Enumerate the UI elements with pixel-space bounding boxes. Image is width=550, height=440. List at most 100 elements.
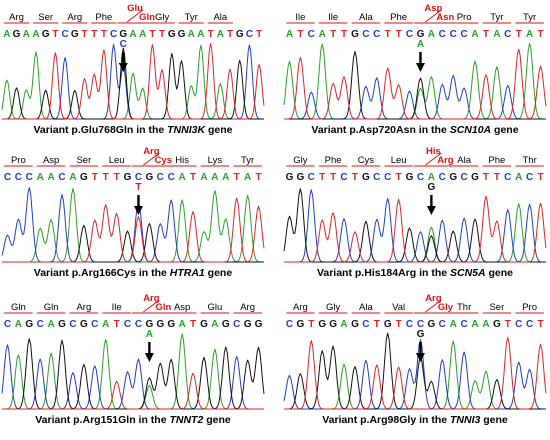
amino-acid-label: Leu — [109, 155, 125, 166]
base-call: G — [493, 319, 501, 330]
base-call: C — [526, 172, 533, 183]
base-call: A — [3, 29, 10, 40]
base-call: C — [504, 29, 511, 40]
base-call: A — [471, 319, 478, 330]
base-call: T — [297, 29, 303, 40]
base-call: T — [516, 29, 522, 40]
base-call: C — [450, 29, 457, 40]
gene-name: SCN10A — [450, 124, 491, 136]
base-call: C — [461, 29, 468, 40]
base-call: C — [4, 319, 11, 330]
base-call: G — [417, 29, 425, 40]
base-call: T — [190, 172, 196, 183]
alternate-amino-acid: Gln — [139, 12, 155, 23]
base-call: T — [159, 29, 165, 40]
amino-acid-label: Pro — [11, 155, 26, 166]
base-call: T — [374, 319, 380, 330]
panel-caption: Variant p.Arg98Gly in the TNNI3 gene — [322, 414, 508, 426]
base-call: T — [483, 172, 489, 183]
base-call: C — [110, 29, 117, 40]
amino-acid-label: Tyr — [490, 12, 503, 23]
amino-acid-label: Val — [392, 302, 405, 313]
base-call: G — [351, 319, 359, 330]
base-call: A — [15, 319, 22, 330]
amino-acid-label: Pro — [457, 12, 472, 23]
alternate-amino-acid: Gln — [155, 302, 171, 313]
base-call: C — [439, 172, 446, 183]
base-call: T — [255, 172, 261, 183]
base-call: T — [494, 172, 500, 183]
base-call: G — [200, 319, 208, 330]
amino-acid-label: Leu — [391, 155, 407, 166]
amino-acid-label: Gly — [293, 155, 308, 166]
variant-arrow-head — [133, 206, 143, 215]
base-call: C — [362, 29, 369, 40]
amino-acid-label: Phe — [325, 155, 342, 166]
base-call: C — [15, 172, 22, 183]
base-call: C — [308, 172, 315, 183]
amino-acid-label: Gln — [11, 302, 26, 313]
base-call: A — [244, 172, 251, 183]
base-call: C — [286, 319, 293, 330]
base-call: A — [319, 29, 326, 40]
base-call: T — [537, 172, 543, 183]
trace-g — [283, 188, 546, 263]
panel-caption: Variant p.Arg151Gln in the TNNT2 gene — [35, 414, 231, 426]
base-call: A — [217, 29, 224, 40]
mutant-base-call: G — [427, 182, 435, 193]
base-call: G — [255, 319, 263, 330]
base-call: G — [124, 172, 132, 183]
base-call: C — [439, 319, 446, 330]
base-call: A — [69, 172, 76, 183]
base-call: T — [319, 172, 325, 183]
amino-acid-label: Gly — [155, 12, 170, 23]
gene-name: TNNI3 — [450, 414, 480, 426]
amino-acid-label: Ile — [295, 12, 305, 23]
variant-arrow-head — [415, 353, 425, 362]
base-call: T — [352, 172, 358, 183]
caption-prefix: Variant p.Arg98Gly in the — [322, 414, 450, 426]
base-call: C — [340, 172, 347, 183]
base-call: T — [256, 29, 262, 40]
base-call: C — [439, 29, 446, 40]
trace-t — [2, 197, 265, 263]
base-call: T — [52, 29, 58, 40]
base-call: G — [384, 319, 392, 330]
base-call: C — [373, 172, 380, 183]
base-call: A — [526, 29, 533, 40]
amino-acid-label: Arg — [9, 12, 24, 23]
amino-acid-label: Phe — [390, 12, 407, 23]
base-call: C — [157, 172, 164, 183]
caption-prefix: Variant p.Asp720Asn in the — [311, 124, 449, 136]
mutant-base-call: A — [146, 329, 153, 340]
base-call: T — [396, 29, 402, 40]
amino-acid-label: Thr — [523, 155, 537, 166]
base-call: A — [37, 172, 44, 183]
amino-acid-label: Gln — [44, 302, 59, 313]
base-call: C — [124, 319, 131, 330]
base-call: T — [149, 29, 155, 40]
trace-c — [284, 74, 546, 120]
base-call: G — [156, 319, 164, 330]
variant-slash — [126, 9, 144, 23]
caption-prefix: Variant p.His184Arg in the — [317, 267, 450, 279]
caption-suffix: gene — [203, 414, 231, 426]
base-call: G — [80, 172, 88, 183]
base-call: G — [42, 29, 50, 40]
base-call: A — [48, 172, 55, 183]
amino-acid-label: Arg — [293, 302, 308, 313]
base-call: G — [80, 319, 88, 330]
base-call: A — [179, 319, 186, 330]
variant-slash — [143, 152, 160, 166]
base-call: C — [417, 319, 424, 330]
base-call: G — [362, 172, 370, 183]
mutant-base-call: G — [417, 329, 425, 340]
caption-prefix: Variant p.Arg151Gln in the — [35, 414, 169, 426]
base-call: T — [234, 172, 240, 183]
panel-caption: Variant p.Asp720Asn in the SCN10A gene — [311, 124, 518, 136]
base-call: C — [58, 172, 65, 183]
